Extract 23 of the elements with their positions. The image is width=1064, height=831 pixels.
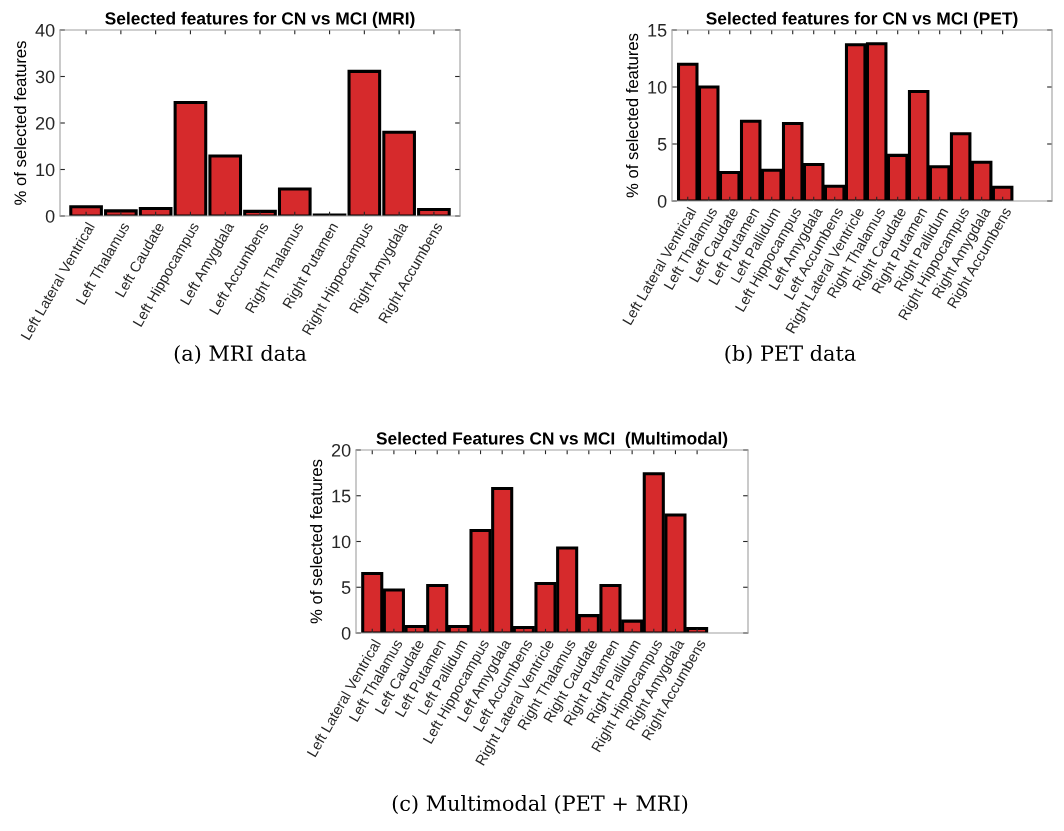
y-axis-title: % of selected features	[309, 459, 323, 624]
y-tick-label: 10	[648, 80, 667, 94]
text: (c) Multimodal (PET + MRI)	[392, 794, 688, 814]
text: (b) PET data	[725, 344, 856, 364]
y-tick-label: 10	[36, 163, 55, 177]
y-axis-title: % of selected features	[13, 41, 27, 205]
y-tick-label: 0	[657, 194, 667, 208]
y-tick-label: 15	[332, 489, 351, 503]
y-tick-label: 0	[45, 209, 55, 223]
chart-title: Selected features for CN vs MCI (PET)	[706, 11, 1018, 29]
y-tick-label: 30	[35, 70, 55, 84]
y-tick-label: 10	[332, 535, 351, 549]
y-tick-label: 5	[657, 138, 667, 151]
y-tick-label: 0	[341, 626, 351, 640]
y-tick-label: 20	[331, 443, 351, 457]
y-tick-label: 20	[35, 116, 55, 130]
chart-title: Selected Features CN vs MCI (Multimodal)	[376, 431, 728, 449]
y-tick-label: 40	[35, 23, 55, 37]
y-axis-title: % of selected features	[625, 33, 639, 198]
y-tick-label: 15	[648, 24, 667, 37]
chart-title: Selected features for CN vs MCI (MRI)	[105, 11, 415, 29]
text: (a) MRI data	[174, 344, 307, 364]
y-tick-label: 5	[341, 581, 351, 594]
